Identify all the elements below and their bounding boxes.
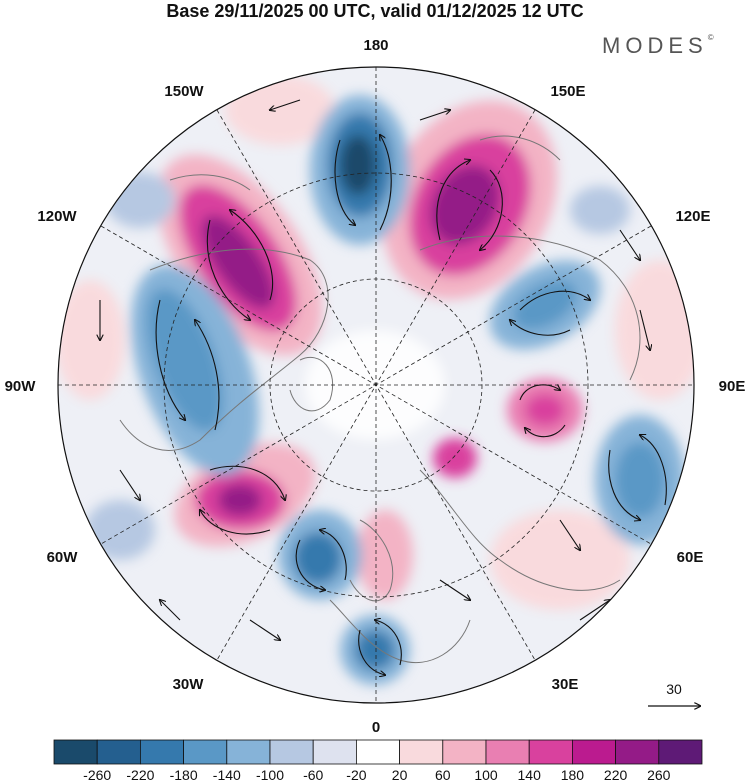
colorbar-swatch — [53, 739, 98, 765]
lon-label-180: 180 — [363, 37, 388, 54]
copyright-mark: © — [707, 33, 714, 42]
colorbar-tick-label: -260 — [83, 767, 111, 783]
wind-vectors — [100, 99, 667, 675]
colorbar-tick-label: -20 — [346, 767, 366, 783]
colorbar-swatch — [572, 739, 617, 765]
lon-label-120e: 120E — [675, 208, 710, 225]
colorbar-swatch — [312, 739, 357, 765]
colorbar-swatch — [528, 739, 573, 765]
lon-label-150e: 150E — [550, 83, 585, 100]
lon-label-90w: 90W — [5, 378, 37, 395]
graticule — [58, 67, 694, 703]
lon-label-120w: 120W — [37, 208, 77, 225]
lon-label-30w: 30W — [173, 676, 205, 693]
colorbar-swatch — [96, 739, 141, 765]
lon-label-60e: 60E — [677, 549, 704, 566]
lon-label-150w: 150W — [164, 83, 204, 100]
colorbar-tick-label: -60 — [303, 767, 323, 783]
colorbar-swatch — [226, 739, 271, 765]
reference-vector-label: 30 — [666, 681, 682, 697]
colorbar-tick-label: 140 — [518, 767, 542, 783]
colorbar-swatch — [355, 739, 400, 765]
colorbar: -260 -220 -180 -140 -100 -60 -20 20 60 100 140 180 2… — [53, 739, 703, 783]
colorbar-tick-label: 100 — [474, 767, 498, 783]
colorbar-tick-label: 20 — [392, 767, 408, 783]
modes-logo: MODES© — [602, 33, 714, 59]
colorbar-tick-label: -140 — [213, 767, 241, 783]
map-boundary — [57, 66, 695, 704]
colorbar-tick-label: -100 — [256, 767, 284, 783]
coastlines — [119, 135, 641, 664]
colorbar-swatch — [615, 739, 660, 765]
colorbar-swatch — [139, 739, 184, 765]
lon-label-60w: 60W — [47, 549, 79, 566]
colorbar-swatch — [442, 739, 487, 765]
colorbar-swatch — [183, 739, 228, 765]
colorbar-tick-label: 60 — [435, 767, 451, 783]
colorbar-swatch — [399, 739, 444, 765]
lon-label-30e: 30E — [552, 676, 579, 693]
colorbar-tick-label: -180 — [170, 767, 198, 783]
colorbar-tick-label: 260 — [647, 767, 671, 783]
lon-label-0: 0 — [372, 719, 380, 736]
colorbar-swatch — [269, 739, 314, 765]
colorbar-swatch — [485, 739, 530, 765]
colorbar-tick-label: 180 — [561, 767, 585, 783]
colorbar-tick-label: 220 — [604, 767, 628, 783]
brand-text: MODES — [602, 33, 708, 58]
chart-title: Base 29/11/2025 00 UTC, valid 01/12/2025… — [166, 1, 584, 21]
colorbar-tick-label: -220 — [126, 767, 154, 783]
lon-label-90e: 90E — [719, 378, 746, 395]
colorbar-swatch — [658, 739, 703, 765]
